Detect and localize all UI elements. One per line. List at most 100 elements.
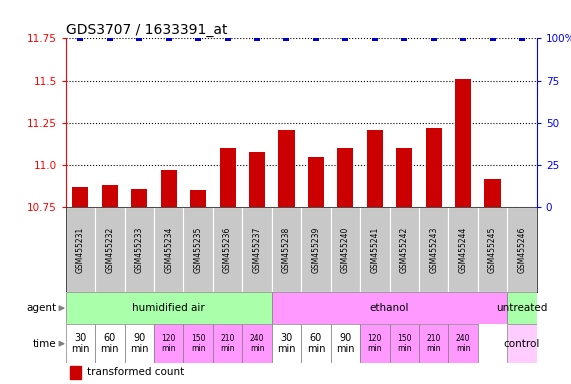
Bar [455,79,471,207]
Bar [70,366,81,379]
Text: GSM455236: GSM455236 [223,227,232,273]
Text: 90
min: 90 min [130,333,148,354]
Text: GDS3707 / 1633391_at: GDS3707 / 1633391_at [66,23,227,37]
Bar [66,324,95,363]
Point [194,35,203,41]
Text: time: time [33,339,56,349]
Point [517,35,526,41]
Text: humidified air: humidified air [132,303,205,313]
Bar [396,148,412,207]
Bar [331,207,360,292]
Text: GSM455231: GSM455231 [76,227,85,273]
Text: 30
min: 30 min [71,333,90,354]
Bar [514,207,530,209]
Bar [66,207,95,292]
Bar [279,130,295,207]
Text: GSM455240: GSM455240 [341,227,350,273]
Text: 60
min: 60 min [307,333,325,354]
Bar [301,207,331,292]
Bar [160,170,177,207]
Text: 30
min: 30 min [278,333,296,354]
Point [400,35,409,41]
Bar [154,324,183,363]
Text: GSM455232: GSM455232 [105,227,114,273]
Text: GSM455244: GSM455244 [459,227,468,273]
Bar [389,324,419,363]
Bar [73,187,89,207]
Bar [507,292,537,324]
Bar [213,207,242,292]
Point [252,35,262,41]
Point [164,35,173,41]
Text: transformed count: transformed count [87,367,184,377]
Bar [337,148,353,207]
Bar [367,130,383,207]
Text: 210
min: 210 min [427,334,441,353]
Text: 240
min: 240 min [250,334,264,353]
Bar [249,152,265,207]
Text: GSM455237: GSM455237 [252,227,262,273]
Text: 60
min: 60 min [100,333,119,354]
Text: GSM455235: GSM455235 [194,227,203,273]
Bar [448,324,478,363]
Bar [183,324,213,363]
Text: 150
min: 150 min [191,334,206,353]
Text: GSM455234: GSM455234 [164,227,173,273]
Bar [154,207,183,292]
Text: 120
min: 120 min [368,334,382,353]
Text: 150
min: 150 min [397,334,412,353]
Point [459,35,468,41]
Text: 90
min: 90 min [336,333,355,354]
Bar [301,324,331,363]
Bar [131,189,147,207]
Bar [66,292,272,324]
Text: GSM455241: GSM455241 [371,227,379,273]
Text: GSM455243: GSM455243 [429,227,438,273]
Bar [425,128,442,207]
Bar [272,292,507,324]
Text: GSM455242: GSM455242 [400,227,409,273]
Point [429,35,439,41]
Text: GSM455239: GSM455239 [311,227,320,273]
Text: control: control [504,339,540,349]
Point [341,35,350,41]
Point [311,35,320,41]
Bar [102,185,118,207]
Point [105,35,114,41]
Bar [360,324,389,363]
Text: 210
min: 210 min [220,334,235,353]
Text: GSM455245: GSM455245 [488,227,497,273]
Point [223,35,232,41]
Point [488,35,497,41]
Bar [507,207,537,292]
Bar [448,207,478,292]
Bar [190,190,206,207]
Text: GSM455233: GSM455233 [135,227,144,273]
Text: GSM455238: GSM455238 [282,227,291,273]
Point [370,35,379,41]
Bar [419,324,448,363]
Text: GSM455246: GSM455246 [517,227,526,273]
Point [76,35,85,41]
Bar [213,324,242,363]
Point [135,35,144,41]
Bar [219,148,236,207]
Point [282,35,291,41]
Bar [95,324,124,363]
Text: agent: agent [26,303,56,313]
Bar [308,157,324,207]
Bar [242,207,272,292]
Bar [360,207,389,292]
Bar [183,207,213,292]
Bar [272,207,301,292]
Bar [272,324,301,363]
Bar [124,324,154,363]
Text: 240
min: 240 min [456,334,471,353]
Text: untreated: untreated [496,303,548,313]
Bar [389,207,419,292]
Bar [95,207,124,292]
Bar [484,179,501,207]
Text: 120
min: 120 min [162,334,176,353]
Bar [507,324,537,363]
Bar [124,207,154,292]
